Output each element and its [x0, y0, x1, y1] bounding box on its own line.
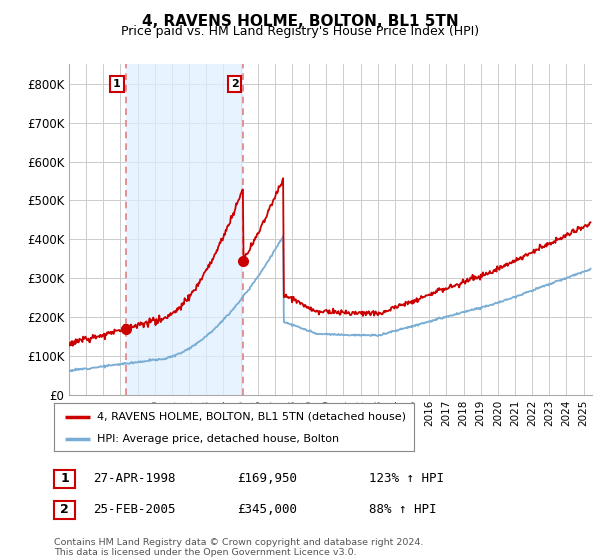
Text: 2: 2	[230, 79, 238, 89]
Text: 25-FEB-2005: 25-FEB-2005	[93, 503, 176, 516]
Text: £345,000: £345,000	[237, 503, 297, 516]
Text: 1: 1	[60, 472, 69, 486]
Text: HPI: Average price, detached house, Bolton: HPI: Average price, detached house, Bolt…	[97, 434, 340, 444]
Text: Contains HM Land Registry data © Crown copyright and database right 2024.
This d: Contains HM Land Registry data © Crown c…	[54, 538, 424, 557]
Text: 1: 1	[113, 79, 121, 89]
Text: £169,950: £169,950	[237, 472, 297, 486]
Text: 2: 2	[60, 503, 69, 516]
Text: 88% ↑ HPI: 88% ↑ HPI	[369, 503, 437, 516]
Text: Price paid vs. HM Land Registry's House Price Index (HPI): Price paid vs. HM Land Registry's House …	[121, 25, 479, 38]
Text: 4, RAVENS HOLME, BOLTON, BL1 5TN: 4, RAVENS HOLME, BOLTON, BL1 5TN	[142, 14, 458, 29]
Text: 4, RAVENS HOLME, BOLTON, BL1 5TN (detached house): 4, RAVENS HOLME, BOLTON, BL1 5TN (detach…	[97, 412, 406, 422]
Text: 27-APR-1998: 27-APR-1998	[93, 472, 176, 486]
Text: 123% ↑ HPI: 123% ↑ HPI	[369, 472, 444, 486]
Bar	[125, 64, 243, 395]
